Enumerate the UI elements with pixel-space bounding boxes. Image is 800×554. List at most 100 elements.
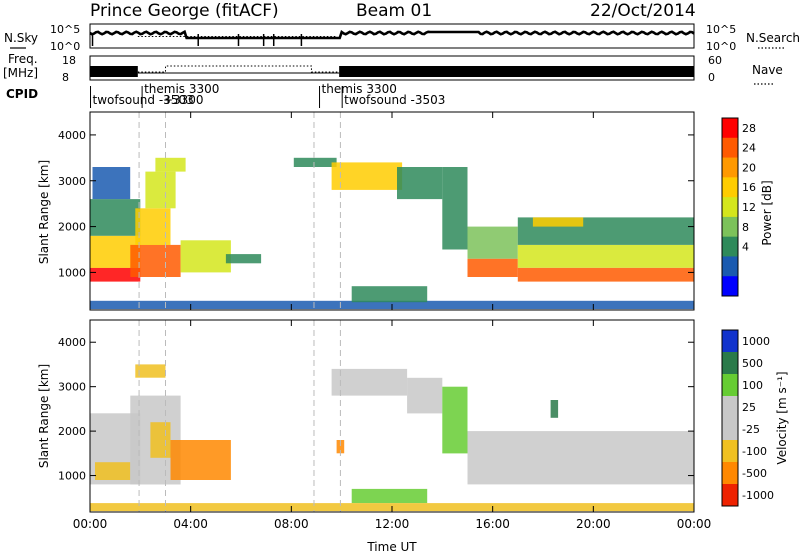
velocity-colorbar-segment (722, 440, 738, 463)
xtick-label: 00:00 (73, 517, 108, 531)
power-region (517, 267, 694, 282)
velocity-colorbar-segment (722, 418, 738, 441)
velocity-ylabel: Slant Range [km] (37, 364, 51, 468)
time-axis: 00:00 04:00 08:00 12:00 16:00 20:00 00:00 (73, 517, 712, 531)
noise-tick-top-right: 10^5 (706, 23, 736, 36)
power-colorbar-segment (722, 118, 738, 139)
nsky-label: N.Sky (4, 31, 38, 45)
freq-label: Freq. (8, 52, 38, 66)
velocity-region (336, 440, 345, 454)
nave-dotted-trace (137, 65, 340, 73)
power-colorbar-segment (722, 177, 738, 198)
ytick-label: 4000 (58, 336, 86, 349)
power-region (331, 162, 403, 190)
velocity-region (135, 364, 166, 378)
freq-unit: [MHz] (3, 66, 38, 80)
power-colorbar-segment (722, 137, 738, 159)
power-region (532, 217, 584, 227)
power-region (293, 157, 337, 167)
velocity-region (150, 422, 171, 458)
power-colorbar-segment (722, 197, 738, 218)
power-region (145, 171, 176, 209)
power-region (155, 157, 186, 172)
velocity-cbar-label: Velocity [m s⁻¹] (775, 371, 789, 464)
power-colorbar-segment (722, 236, 738, 257)
velocity-colorbar-segment (722, 374, 738, 397)
power-region (517, 244, 694, 268)
beam-title: Beam 01 (356, 1, 432, 21)
cpid-overlap-text: +3300 (163, 93, 204, 107)
velocity-colorbar-tick: -100 (742, 445, 767, 458)
velocity-region (442, 386, 468, 454)
power-region (467, 258, 518, 277)
noise-tick-bottom: 10^0 (50, 40, 80, 53)
velocity-heatmap (90, 320, 694, 512)
velocity-region (95, 462, 131, 480)
power-colorbar-segment (722, 157, 738, 178)
velocity-colorbar-tick: 25 (742, 401, 756, 414)
power-region (130, 244, 181, 277)
velocity-colorbar-segment (722, 484, 738, 507)
power-region (92, 167, 131, 200)
power-region (135, 208, 171, 245)
power-colorbar-segment (722, 256, 738, 277)
nave-block (90, 66, 138, 77)
power-colorbar-tick: 28 (742, 122, 756, 135)
nave-tick-top: 60 (708, 54, 722, 67)
velocity-colorbar-tick: -1000 (742, 489, 774, 502)
freq-tick-bottom: 8 (62, 71, 69, 84)
xtick-label: 20:00 (576, 517, 611, 531)
velocity-colorbar-tick: 500 (742, 357, 763, 370)
velocity-colorbar-tick: 100 (742, 379, 763, 392)
noise-tick-bottom-right: 10^0 (706, 40, 736, 53)
velocity-colorbar-segment (722, 352, 738, 375)
nave-label: Nave (752, 63, 783, 77)
power-axes: 1000 2000 3000 4000 (58, 112, 695, 310)
velocity-region (331, 368, 408, 396)
cpid-label: CPID (6, 87, 38, 101)
cpid-entry: twofsound -3503 (93, 93, 194, 107)
power-region (90, 199, 141, 236)
freq-nave-trace (90, 65, 694, 77)
velocity-colorbar-tick: -25 (742, 423, 760, 436)
velocity-colorbar-segment (722, 462, 738, 485)
cpid-entry: twofsound -3503 (344, 93, 445, 107)
power-colorbar-tick: 12 (742, 201, 756, 214)
ytick-label: 1000 (58, 266, 86, 279)
nsearch-label: N.Search (746, 31, 800, 45)
velocity-region (550, 400, 559, 418)
noise-tick-top: 10^5 (50, 23, 80, 36)
time-axis-label: Time UT (366, 540, 417, 554)
power-region (351, 286, 428, 303)
power-colorbar-frame (721, 117, 739, 297)
power-cbar-label: Power [dB] (760, 180, 774, 245)
power-colorbar: 28 24 20 16 12 8 4 (721, 117, 756, 297)
power-colorbar-segment (722, 276, 738, 297)
power-colorbar-tick: 8 (742, 221, 749, 234)
xtick-label: 08:00 (274, 517, 309, 531)
velocity-region (407, 377, 443, 414)
nave-block (339, 66, 694, 77)
velocity-colorbar-tick: 1000 (742, 335, 770, 348)
power-region (225, 254, 262, 264)
nsky-trace (89, 29, 695, 40)
noise-strip-frame (89, 23, 695, 49)
velocity-colorbar-segment (722, 396, 738, 419)
power-region (180, 240, 231, 273)
power-colorbar-tick: 16 (742, 181, 756, 194)
power-colorbar-tick: 20 (742, 161, 756, 174)
ytick-label: 4000 (58, 129, 86, 142)
ytick-label: 2000 (58, 221, 86, 234)
xtick-label: 00:00 (677, 517, 712, 531)
velocity-axes: 1000 2000 3000 4000 (58, 320, 695, 512)
freq-tick-top: 18 (62, 54, 76, 67)
cpid-entry: themis 3300 (322, 82, 397, 96)
cpid-entry: themis 3300 (144, 82, 219, 96)
power-ylabel: Slant Range [km] (37, 160, 51, 264)
power-colorbar-segment (722, 216, 738, 238)
xtick-label: 12:00 (375, 517, 410, 531)
xtick-label: 16:00 (475, 517, 510, 531)
power-colorbar-tick: 4 (742, 241, 749, 254)
